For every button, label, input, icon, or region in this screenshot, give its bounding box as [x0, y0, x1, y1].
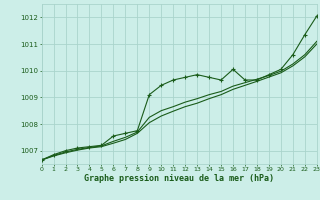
- X-axis label: Graphe pression niveau de la mer (hPa): Graphe pression niveau de la mer (hPa): [84, 174, 274, 183]
